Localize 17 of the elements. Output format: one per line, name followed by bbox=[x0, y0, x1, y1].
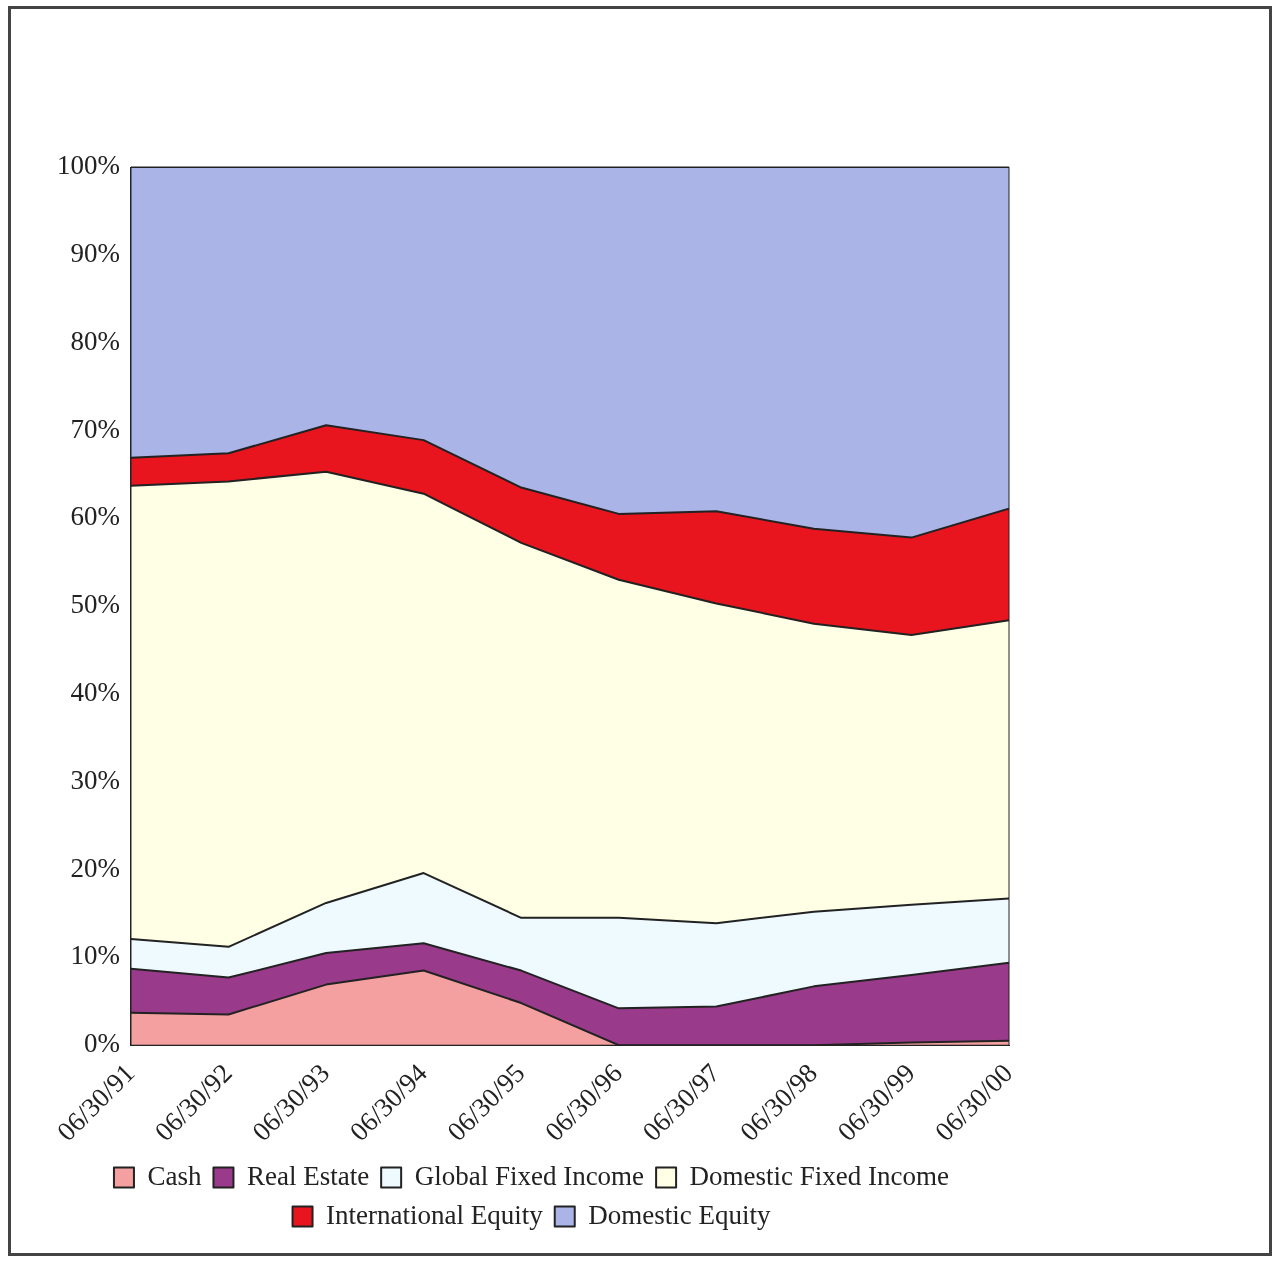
legend-label: International Equity bbox=[326, 1199, 544, 1230]
y-tick-label: 40% bbox=[70, 677, 120, 708]
y-tick-label: 0% bbox=[83, 1028, 120, 1059]
legend-label: Domestic Fixed Income bbox=[689, 1160, 950, 1191]
y-tick-label: 10% bbox=[70, 940, 120, 971]
legend-label: Domestic Equity bbox=[588, 1199, 771, 1230]
legend-label: Cash bbox=[147, 1160, 202, 1191]
y-tick-label: 60% bbox=[70, 501, 120, 532]
y-tick-label: 80% bbox=[70, 325, 120, 356]
y-tick-label: 30% bbox=[70, 764, 120, 795]
y-tick-label: 50% bbox=[70, 589, 120, 620]
legend-label: Real Estate bbox=[246, 1160, 370, 1191]
y-tick-label: 70% bbox=[70, 413, 120, 444]
y-tick-label: 90% bbox=[70, 237, 120, 268]
legend-label: Global Fixed Income bbox=[414, 1160, 645, 1191]
y-tick-label: 20% bbox=[70, 852, 120, 883]
y-tick-label: 100% bbox=[56, 150, 120, 181]
